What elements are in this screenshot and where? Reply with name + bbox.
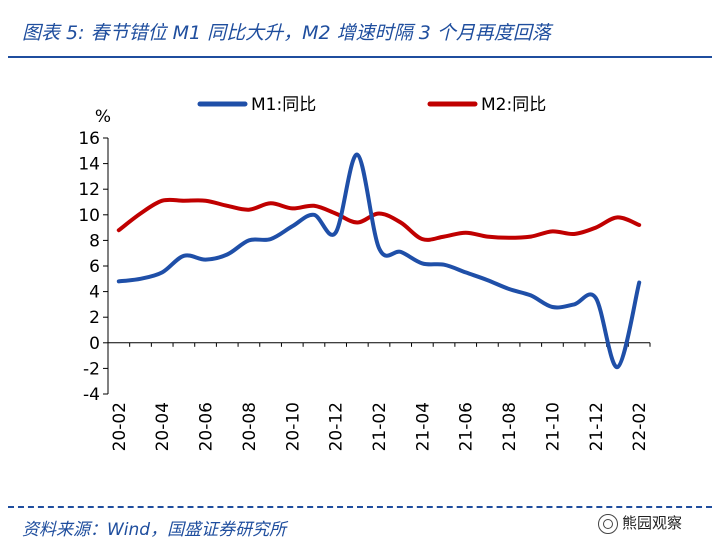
series-lines xyxy=(116,152,642,370)
x-tick-label: 20-06 xyxy=(197,402,217,451)
x-tick-label: 20-10 xyxy=(283,402,303,451)
y-tick-label: 12 xyxy=(78,180,100,200)
axes: -4 -2 0 2 4 6 8 10 12 14 16 20-02 20-04 20-06 20-08 20-… xyxy=(78,129,651,451)
y-tick-label: 6 xyxy=(89,257,100,277)
y-axis-label: % xyxy=(95,107,111,127)
x-tick-label: 20-02 xyxy=(110,402,130,451)
source-note: 资料来源：Wind，国盛证券研究所 xyxy=(22,520,287,540)
y-tick-label: 8 xyxy=(89,231,100,251)
x-tick-label: 20-04 xyxy=(153,402,173,451)
y-tick-label: 0 xyxy=(89,334,100,354)
y-tick-label: -4 xyxy=(83,385,100,405)
series-line-m2 xyxy=(116,197,642,242)
x-tick-label: 21-12 xyxy=(587,402,607,451)
x-tick-label: 20-12 xyxy=(327,402,347,451)
y-tick-label: -2 xyxy=(83,359,100,379)
watermark-text: 熊园观察 xyxy=(622,514,683,532)
x-tick-label: 22-02 xyxy=(630,402,650,451)
watermark: 熊园观察 xyxy=(598,512,682,534)
x-tick-label: 20-08 xyxy=(240,402,260,451)
legend-label: M1:同比 xyxy=(251,95,316,115)
title-divider xyxy=(8,56,712,58)
x-tick-label: 21-02 xyxy=(370,402,390,451)
y-tick-label: 14 xyxy=(78,155,100,175)
series-line-m1 xyxy=(116,152,642,370)
x-tick-label: 21-08 xyxy=(500,402,520,451)
y-tick-label: 16 xyxy=(78,129,100,149)
y-tick-label: 10 xyxy=(78,206,100,226)
y-tick-label: 4 xyxy=(89,283,100,303)
wechat-icon xyxy=(598,513,618,534)
y-tick-label: 2 xyxy=(89,308,100,328)
footer-divider xyxy=(8,506,712,508)
legend: M1:同比 M2:同比 xyxy=(197,95,546,115)
legend-label: M2:同比 xyxy=(481,95,546,115)
x-tick-label: 21-10 xyxy=(543,402,563,451)
x-tick-label: 21-06 xyxy=(457,402,477,451)
x-tick-label: 21-04 xyxy=(413,402,433,451)
chart-title: 图表 5: 春节错位 M1 同比大升，M2 增速时隔 3 个月再度回落 xyxy=(22,22,551,44)
